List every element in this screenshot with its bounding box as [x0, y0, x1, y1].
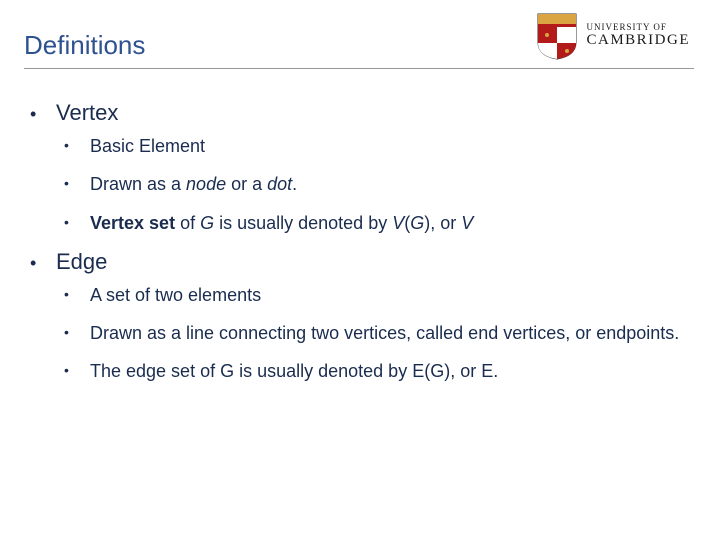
level2-item: •A set of two elements [64, 283, 690, 307]
text-segment: Drawn as a line connecting two vertices,… [90, 323, 679, 343]
level2-text: A set of two elements [90, 283, 261, 307]
level2-text: The edge set of G is usually denoted by … [90, 359, 498, 383]
text-segment: Basic Element [90, 136, 205, 156]
level2-item: •Vertex set of G is usually denoted by V… [64, 211, 690, 235]
text-segment: G [410, 213, 424, 233]
bullet-icon: • [64, 136, 90, 155]
level1-item: •Edge [30, 249, 690, 275]
level1-item: •Vertex [30, 100, 690, 126]
text-segment: dot [267, 174, 292, 194]
text-segment: . [292, 174, 297, 194]
level2-item: •Drawn as a line connecting two vertices… [64, 321, 690, 345]
text-segment: The edge set of G is usually denoted by … [90, 361, 498, 381]
level2-item: •Drawn as a node or a dot. [64, 172, 690, 196]
logo-text-bottom: CAMBRIDGE [586, 33, 690, 49]
university-logo: UNIVERSITY OF CAMBRIDGE [536, 12, 690, 60]
bullet-icon: • [64, 323, 90, 342]
text-segment: Vertex set [90, 213, 175, 233]
bullet-icon: • [64, 213, 90, 232]
text-segment: G [200, 213, 214, 233]
text-segment: is usually denoted by [214, 213, 392, 233]
bullet-icon: • [30, 104, 56, 125]
text-segment: V [461, 213, 473, 233]
text-segment: A set of two elements [90, 285, 261, 305]
level2-item: •Basic Element [64, 134, 690, 158]
level1-label: Edge [56, 249, 107, 275]
level2-text: Vertex set of G is usually denoted by V(… [90, 211, 473, 235]
bullet-icon: • [64, 174, 90, 193]
bullet-icon: • [64, 285, 90, 304]
title-underline [24, 68, 694, 69]
level2-text: Drawn as a line connecting two vertices,… [90, 321, 679, 345]
shield-icon [536, 12, 578, 60]
level2-item: •The edge set of G is usually denoted by… [64, 359, 690, 383]
text-segment: Drawn as a [90, 174, 186, 194]
text-segment: V [392, 213, 404, 233]
text-segment: or a [226, 174, 267, 194]
logo-text: UNIVERSITY OF CAMBRIDGE [586, 23, 690, 48]
bullet-icon: • [30, 253, 56, 274]
bullet-icon: • [64, 361, 90, 380]
slide-content: •Vertex•Basic Element•Drawn as a node or… [30, 100, 690, 398]
text-segment: of [175, 213, 200, 233]
level2-text: Drawn as a node or a dot. [90, 172, 297, 196]
level1-label: Vertex [56, 100, 118, 126]
text-segment: node [186, 174, 226, 194]
text-segment: ), or [424, 213, 461, 233]
level2-text: Basic Element [90, 134, 205, 158]
slide-title: Definitions [24, 30, 145, 61]
